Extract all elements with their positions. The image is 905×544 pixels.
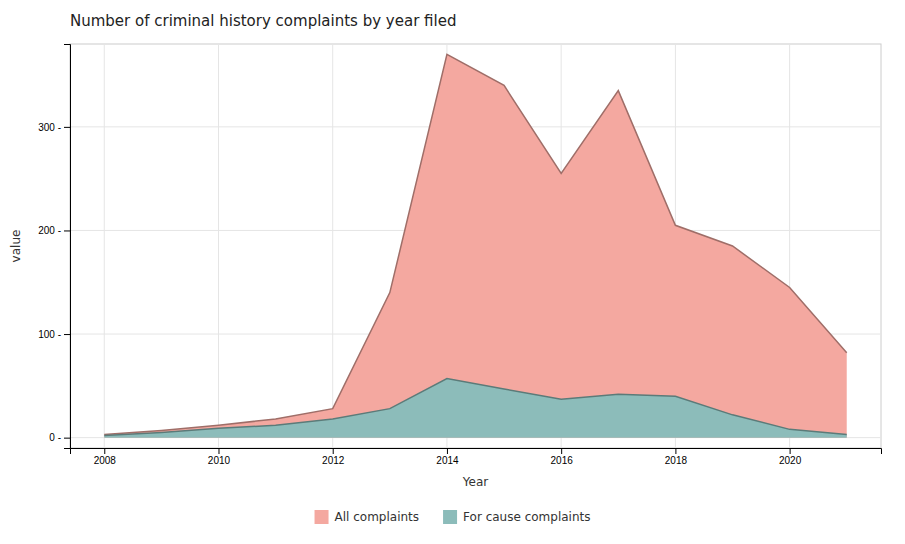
y-tick: 300 - — [38, 122, 70, 133]
x-axis-line — [71, 449, 882, 455]
x-tick: 2020 — [779, 448, 802, 466]
y-tick-mark — [64, 230, 70, 231]
x-tick-label: 2018 — [665, 455, 688, 466]
x-tick-mark — [104, 448, 105, 454]
y-tick-label: 300 - — [38, 122, 61, 133]
y-tick-label: 200 - — [38, 225, 61, 236]
x-tick: 2016 — [551, 448, 574, 466]
grid-line-x — [104, 44, 105, 448]
grid — [70, 44, 881, 448]
y-tick-mark — [64, 127, 70, 128]
x-axis-label: Year — [462, 475, 488, 489]
x-tick-label: 2016 — [551, 455, 574, 466]
legend-label: All complaints — [335, 510, 420, 524]
x-tick-label: 2012 — [322, 455, 345, 466]
x-tick-mark — [790, 448, 791, 454]
y-tick-label: 0 - — [49, 432, 61, 443]
area — [104, 54, 846, 437]
chart: 2008 2010 2012 2014 2016 2018 2020 0 - 100 - 200 … — [0, 0, 905, 544]
legend: All complaints For cause complaints — [315, 510, 591, 524]
grid-line-x — [218, 44, 219, 448]
legend-swatch — [315, 510, 329, 524]
y-tick-label: 100 - — [38, 329, 61, 340]
area — [104, 379, 846, 438]
x-tick-label: 2014 — [436, 455, 459, 466]
x-tick-mark — [675, 448, 676, 454]
x-tick: 2008 — [94, 448, 117, 466]
y-tick: 200 - — [38, 225, 70, 236]
legend-label: For cause complaints — [463, 510, 590, 524]
legend-item: All complaints — [315, 510, 420, 524]
y-tick-mark — [64, 438, 70, 439]
y-tick: 0 - — [49, 432, 70, 443]
x-tick-mark — [218, 448, 219, 454]
y-tick: 100 - — [38, 329, 70, 340]
legend-swatch — [443, 510, 457, 524]
x-tick-mark — [447, 448, 448, 454]
area-outline — [104, 54, 846, 434]
x-tick-mark — [333, 448, 334, 454]
x-tick-label: 2010 — [208, 455, 231, 466]
y-axis-label: value — [9, 230, 23, 263]
y-axis: 0 - 100 - 200 - 300 - — [38, 45, 70, 449]
x-tick-label: 2020 — [779, 455, 802, 466]
x-tick: 2012 — [322, 448, 345, 466]
y-tick-mark — [64, 334, 70, 335]
plot-frame — [70, 44, 881, 448]
x-tick: 2010 — [208, 448, 231, 466]
grid-line-x — [332, 44, 333, 448]
x-axis: 2008 2010 2012 2014 2016 2018 2020 — [71, 448, 882, 466]
x-tick-mark — [561, 448, 562, 454]
plot: 2008 2010 2012 2014 2016 2018 2020 0 - 100 - 200 … — [38, 44, 881, 466]
marks — [104, 54, 846, 437]
x-tick: 2014 — [436, 448, 459, 466]
x-tick: 2018 — [665, 448, 688, 466]
legend-item: For cause complaints — [443, 510, 590, 524]
y-axis-line — [64, 45, 71, 449]
title: Number of criminal history complaints by… — [70, 12, 456, 30]
x-tick-label: 2008 — [94, 455, 117, 466]
area-outline — [104, 379, 846, 436]
